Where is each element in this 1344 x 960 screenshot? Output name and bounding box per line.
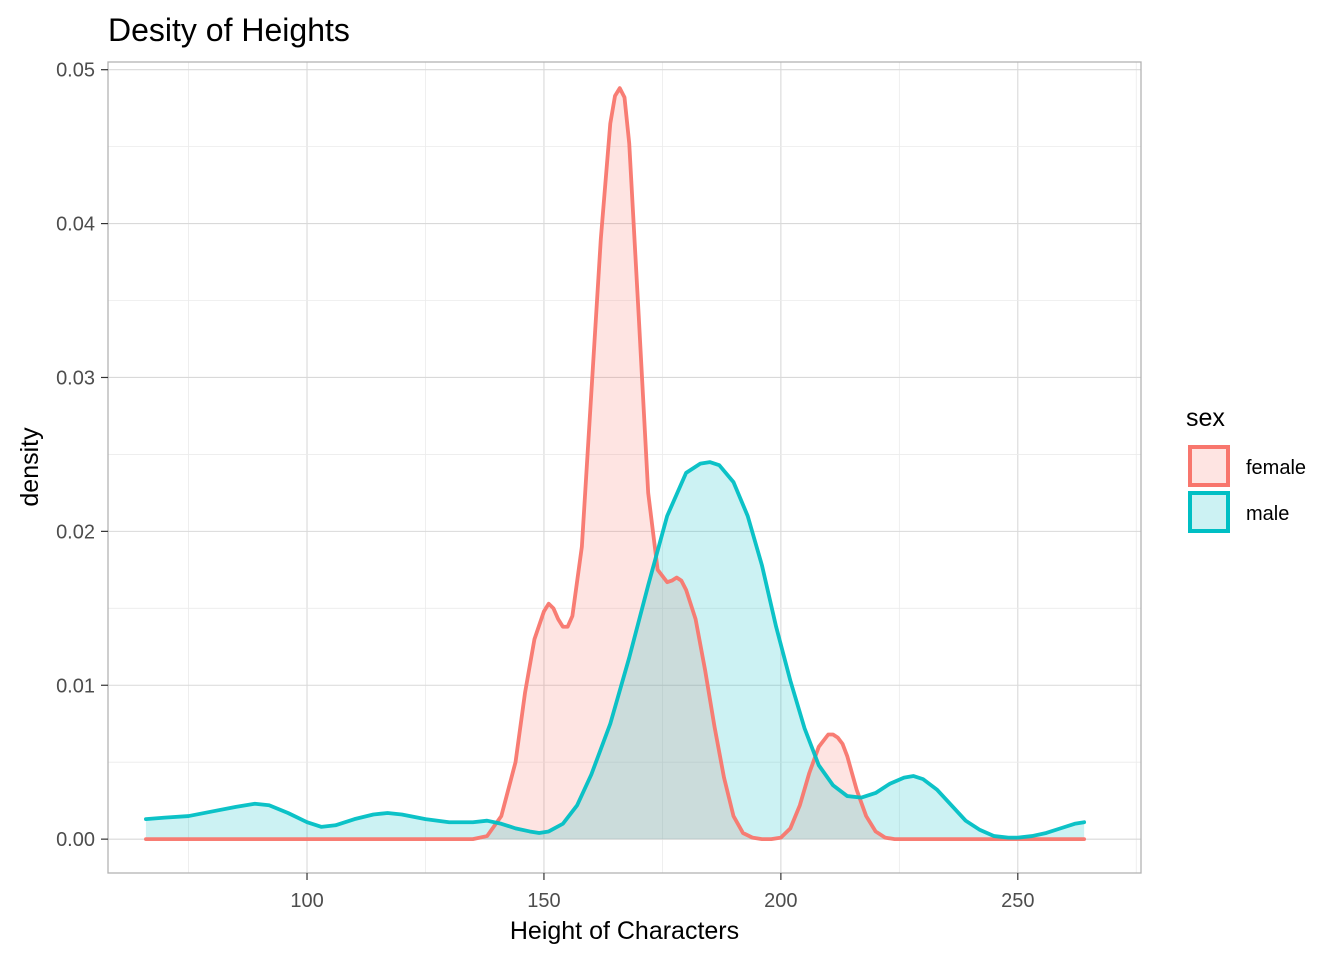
x-tick-label: 100 — [290, 890, 323, 912]
area-male — [145, 462, 1085, 840]
legend-label-male: male — [1246, 503, 1289, 525]
x-tick-label: 250 — [1001, 890, 1034, 912]
y-tick-label: 0.03 — [56, 367, 95, 389]
y-tick-label: 0.02 — [56, 521, 95, 543]
line-female — [144, 86, 1087, 842]
x-axis-ticks: 100 150 200 250 — [290, 873, 1034, 912]
chart-title: Desity of Heights — [108, 12, 350, 48]
y-axis-title: density — [16, 427, 44, 507]
y-tick-label: 0.01 — [56, 675, 95, 697]
gridlines — [108, 62, 1141, 873]
legend: sex female male — [1186, 404, 1306, 533]
x-tick-label: 150 — [527, 890, 560, 912]
density-areas — [145, 88, 1085, 840]
density-lines — [144, 86, 1087, 842]
legend-key-female — [1188, 445, 1230, 487]
legend-key-male — [1188, 491, 1230, 533]
legend-items: female male — [1188, 445, 1306, 533]
legend-title: sex — [1186, 404, 1225, 432]
y-tick-label: 0.04 — [56, 214, 95, 236]
x-axis-title: Height of Characters — [510, 917, 739, 945]
legend-key-bg-female — [1189, 446, 1229, 486]
line-male — [144, 460, 1087, 840]
area-female — [145, 88, 1085, 840]
y-tick-label: 0.05 — [56, 60, 95, 82]
legend-key-bg-male — [1189, 492, 1229, 532]
legend-label-female: female — [1246, 457, 1306, 479]
panel-border — [107, 61, 1142, 874]
x-tick-label: 200 — [764, 890, 797, 912]
y-axis-ticks: 0.00 0.01 0.02 0.03 0.04 0.05 — [56, 60, 108, 851]
y-tick-label: 0.00 — [56, 829, 95, 851]
